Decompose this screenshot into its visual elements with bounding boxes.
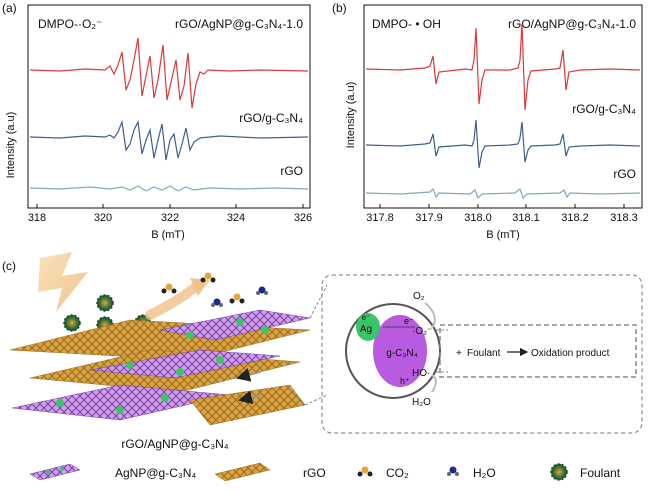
co2-icon <box>161 283 177 294</box>
legend: AgNP@g-C₃N₄ rGO CO₂ H₂O Foulant <box>29 462 621 482</box>
foulant-icon <box>550 463 568 481</box>
panel-b-series-label-3: rGO <box>613 167 636 181</box>
panel-a-trace-rgo-gcn <box>29 119 309 161</box>
ag-particle <box>356 313 380 341</box>
panel-b-probe: DMPO- • OH <box>372 17 441 31</box>
panel-a-tick-2: 320 <box>94 212 112 224</box>
foulant-icon <box>63 314 81 332</box>
panel-b-trace-rgo <box>365 187 641 200</box>
panel-a-series-label-2: rGO/g-C₃N₄ <box>239 111 303 125</box>
panel-b-tick-5: 318.2 <box>561 212 589 224</box>
superoxide-label: ·O₂⁻ <box>412 326 432 337</box>
panel-b-trace-rgo-agnp <box>365 23 641 111</box>
panel-a-frame <box>27 4 311 209</box>
h2o-icon <box>211 298 223 307</box>
panel-a-trace-rgo <box>29 185 309 192</box>
foulant-icon <box>96 294 114 312</box>
ag-nanoparticles <box>56 318 269 414</box>
panel-c-label: (c) <box>2 259 16 273</box>
panel-b-tick-6: 318.3 <box>610 212 638 224</box>
panel-b-tick-2: 317.9 <box>415 212 443 224</box>
panel-a-label: (a) <box>2 1 17 15</box>
panel-a-series-label-3: rGO <box>280 164 303 178</box>
h2o-icon <box>447 466 459 476</box>
panel-b-trace-rgo-gcn <box>365 119 641 169</box>
reaction-box <box>439 324 637 378</box>
panel-a-tick-1: 318 <box>28 212 46 224</box>
legend-label-co2: CO₂ <box>386 466 409 480</box>
legend-agnp-swatch <box>29 463 81 481</box>
co2-icon <box>357 466 373 477</box>
panel-a-ylabel: Intensity (a.u) <box>5 112 17 179</box>
panel-a-probe: DMPO-·O₂⁻ <box>38 17 102 31</box>
legend-rgo-swatch <box>214 462 271 482</box>
panel-b-series-label-1: rGO/AgNP@g-C₃N₄-1.0 <box>508 17 636 31</box>
membrane-stack <box>9 309 311 426</box>
panel-a-xlabel: B (mT) <box>151 229 185 241</box>
panel-a: (a) Intensity (a.u) DMPO-·O₂⁻ rGO/AgNP@g… <box>2 1 312 241</box>
panel-b-frame <box>363 4 643 209</box>
co2-icon <box>200 272 216 283</box>
reaction-foulant: Foulant <box>467 348 501 359</box>
hydroxyl-label: HO· <box>412 368 430 379</box>
released-molecules <box>161 272 268 307</box>
panel-b-xlabel: B (mT) <box>486 229 520 241</box>
panel-b-tick-3: 318.0 <box>464 212 492 224</box>
panel-a-series-label-1: rGO/AgNP@g-C₃N₄-1.0 <box>175 17 303 31</box>
h2o-icon <box>256 286 268 295</box>
o2-label: O₂ <box>413 291 425 302</box>
legend-label-foulant: Foulant <box>580 466 621 480</box>
panel-b-ylabel: Intensity (a.u) <box>345 82 357 149</box>
reaction-product: Oxidation product <box>531 348 610 359</box>
co2-icon <box>229 293 245 304</box>
panel-a-tick-3: 322 <box>161 212 179 224</box>
panel-b: (b) Intensity (a.u) DMPO- • OH rGO/AgNP@… <box>332 1 643 241</box>
panel-b-tick-4: 318.1 <box>512 212 540 224</box>
ag-electron: e⁻ <box>362 313 371 322</box>
gcn-label: g-C₃N₄ <box>386 348 418 359</box>
panel-a-x-ticks <box>36 204 304 208</box>
panel-b-series-label-2: rGO/g-C₃N₄ <box>572 102 636 116</box>
panel-c: (c) <box>2 252 643 451</box>
light-bolt-icon <box>38 252 88 312</box>
panel-a-trace-rgo-agnp <box>29 37 309 109</box>
ag-label: Ag <box>360 324 372 335</box>
h2o-label: H₂O <box>412 397 431 408</box>
panel-a-tick-5: 326 <box>294 212 312 224</box>
mechanism-box <box>321 274 643 434</box>
gcn-sheet <box>373 315 427 387</box>
reaction-plus: + <box>456 348 462 359</box>
panel-b-label: (b) <box>332 1 347 15</box>
panel-b-x-ticks <box>379 204 625 208</box>
panel-b-tick-1: 317.8 <box>366 212 394 224</box>
gcn-electron: e⁻ <box>404 316 414 326</box>
gcn-hole: h⁺ <box>400 376 410 386</box>
composite-label: rGO/AgNP@g-C₃N₄ <box>121 437 228 451</box>
legend-label-agnp: AgNP@g-C₃N₄ <box>115 466 196 480</box>
panel-a-tick-4: 324 <box>227 212 245 224</box>
legend-label-rgo: rGO <box>303 466 326 480</box>
legend-label-h2o: H₂O <box>473 466 496 480</box>
